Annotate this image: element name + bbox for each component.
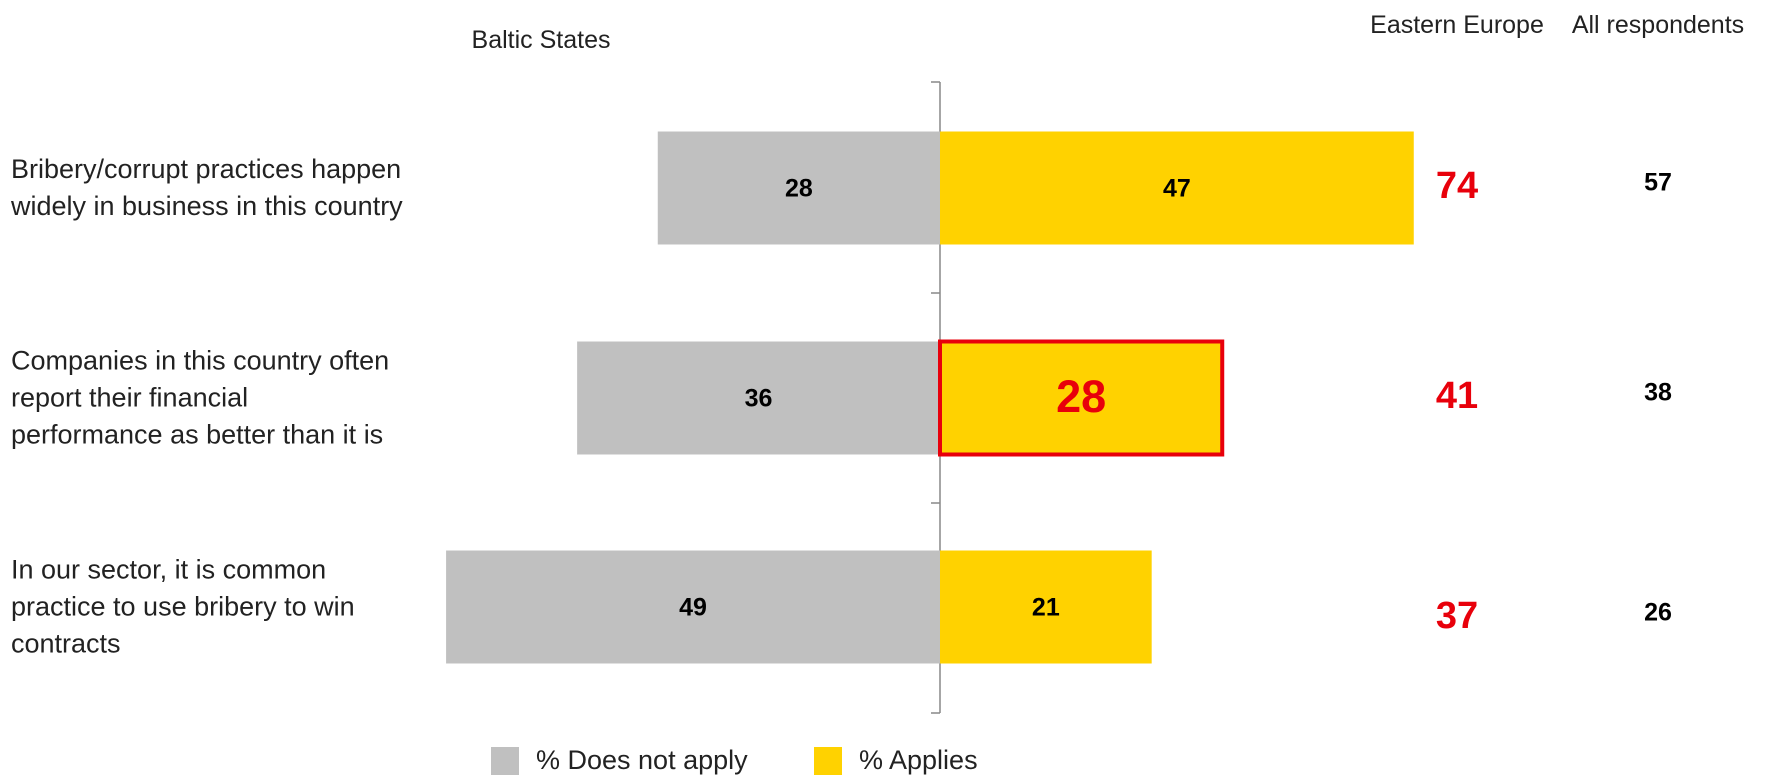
column-header: Eastern Europe xyxy=(1370,11,1544,39)
column-value: 37 xyxy=(1436,595,1478,637)
legend-swatch xyxy=(814,747,842,775)
column-value: 26 xyxy=(1644,599,1672,627)
bar xyxy=(940,131,1414,245)
category-label: In our sector, it is common practice to … xyxy=(11,554,355,659)
subtitle: Baltic States xyxy=(471,26,611,54)
bar-label: 49 xyxy=(679,594,707,622)
category-label: Companies in this country often report t… xyxy=(11,345,390,450)
column-value: 38 xyxy=(1644,379,1672,407)
column-value: 57 xyxy=(1644,169,1672,197)
legend-swatch xyxy=(491,747,519,775)
bar-label: 21 xyxy=(1032,594,1060,622)
bar-label: 36 xyxy=(745,385,773,413)
column-value: 74 xyxy=(1436,165,1478,207)
legend-label: % Does not apply xyxy=(536,745,748,775)
bar-label: 28 xyxy=(785,175,813,203)
bar xyxy=(657,131,940,245)
bar xyxy=(940,550,1152,664)
bar xyxy=(577,341,940,455)
column-value: 41 xyxy=(1436,375,1478,417)
bar xyxy=(446,550,940,664)
legend-label: % Applies xyxy=(859,745,978,775)
bar xyxy=(938,339,1225,457)
bar-label: 28 xyxy=(1056,371,1106,422)
column-header: All respondents xyxy=(1571,11,1745,39)
bar-label: 47 xyxy=(1163,175,1191,203)
category-label: Bribery/corrupt practices happen widely … xyxy=(11,154,403,221)
